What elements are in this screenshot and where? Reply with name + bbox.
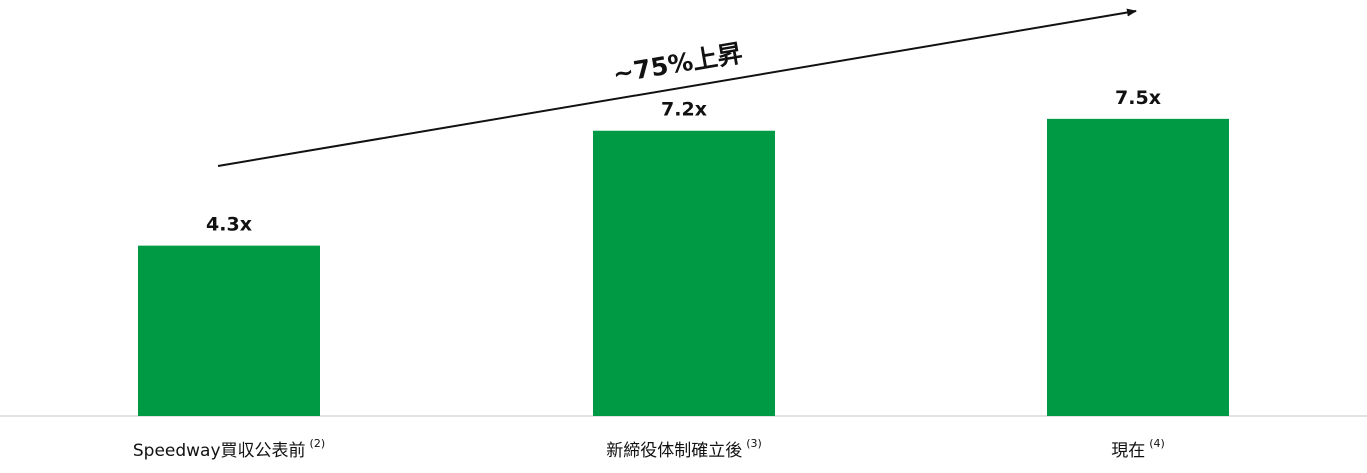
data-label-2: 7.2x: [661, 99, 707, 121]
category-footnote: (3): [746, 437, 762, 450]
bar-2: [593, 130, 775, 416]
category-footnote: (4): [1149, 437, 1165, 450]
category-name: Speedway買収公表前: [133, 441, 306, 461]
category-label-3: 現在 (4): [1111, 437, 1165, 461]
category-name: 新締役体制確立後: [606, 441, 742, 461]
labels-layer: 4.3x Speedway買収公表前 (2) 7.2x 新締役体制確立後 (3) 7.5x 現…: [133, 87, 1165, 461]
data-label-3: 7.5x: [1115, 87, 1161, 109]
bars-layer: [138, 118, 1229, 416]
bar-3: [1047, 118, 1229, 416]
category-footnote: (2): [310, 437, 326, 450]
bar-1: [138, 245, 320, 416]
data-label-1: 4.3x: [206, 214, 252, 236]
growth-arrow: [217, 8, 1137, 167]
category-label-2: 新締役体制確立後 (3): [606, 437, 762, 461]
category-label-1: Speedway買収公表前 (2): [133, 437, 325, 461]
category-name: 現在: [1111, 441, 1145, 461]
